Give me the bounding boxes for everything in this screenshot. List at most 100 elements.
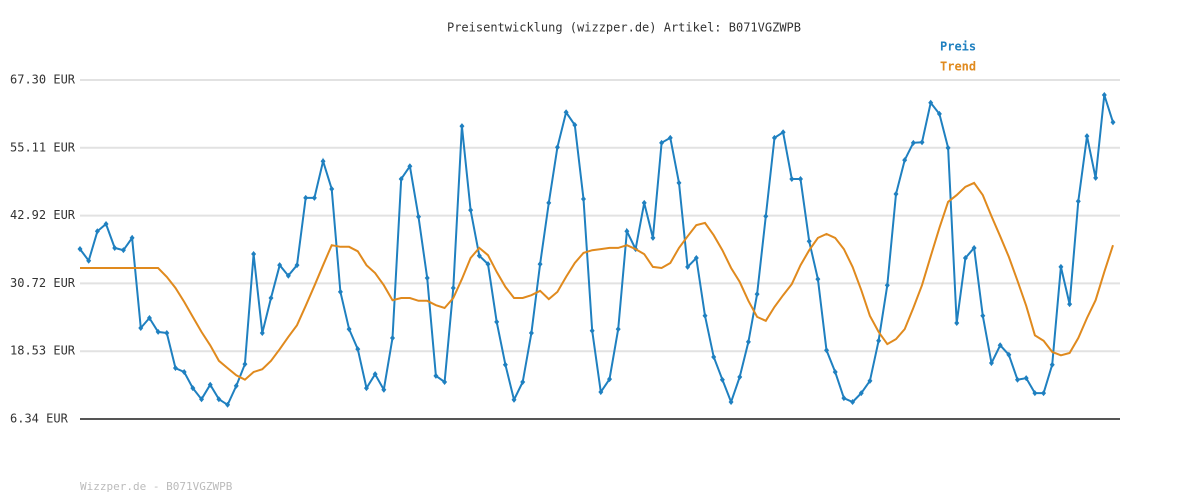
point [745,338,751,345]
point [233,382,239,389]
point [146,315,152,322]
point [1101,92,1107,99]
point [251,251,257,258]
point [476,252,482,259]
point [806,238,812,245]
point [884,282,890,289]
point [858,390,864,397]
point [754,291,760,298]
point [971,244,977,251]
point [259,330,265,337]
point [563,109,569,116]
point [372,371,378,378]
point [780,129,786,136]
series-line [79,94,1114,407]
point [1067,301,1073,308]
point [442,378,448,385]
chart-title: Preisentwicklung (wizzper.de) Artikel: B… [447,21,801,35]
y-tick-label: 30.72 EUR [10,276,76,290]
point [1015,376,1021,383]
point [433,372,439,379]
point [659,139,665,146]
point [112,244,118,251]
footer: Wizzper.de - B071VGZWPB [80,480,233,493]
point [459,123,465,130]
point [355,346,361,353]
point [285,272,291,279]
point [954,320,960,327]
point [711,353,717,360]
point [363,385,369,392]
point [120,247,126,254]
point [641,199,647,206]
point [86,257,92,264]
point [945,144,951,151]
point [138,325,144,332]
point [346,326,352,333]
point [832,368,838,375]
point [1006,351,1012,358]
point [502,361,508,368]
point [1110,119,1116,126]
point [902,157,908,164]
point [181,368,187,375]
point [225,401,231,408]
y-tick-label: 55.11 EUR [10,140,76,154]
point [824,347,830,354]
point [450,284,456,291]
point [910,139,916,146]
point [207,381,213,388]
point [919,139,925,146]
point [572,122,578,129]
point [1075,198,1081,205]
point [77,246,83,253]
point [893,191,899,198]
point [485,261,491,268]
point [1093,174,1099,181]
point [337,288,343,295]
point [589,327,595,334]
point [398,175,404,182]
point [129,234,135,241]
point [390,335,396,342]
point [841,395,847,402]
point [624,228,630,235]
point [702,312,708,319]
y-tick-label: 6.34 EUR [10,412,69,426]
point [928,99,934,106]
point [277,262,283,269]
point [728,398,734,405]
point [997,342,1003,349]
point [1032,390,1038,397]
point [676,179,682,186]
point [650,234,656,241]
point [667,134,673,141]
point [737,373,743,380]
point [693,254,699,261]
point [719,376,725,383]
y-tick-label: 67.30 EUR [10,73,76,87]
point [876,337,882,344]
point [155,328,161,335]
point [268,294,274,301]
point [494,318,500,325]
point [1023,375,1029,382]
point [1049,361,1055,368]
point [520,378,526,385]
point [407,163,413,170]
point [685,263,691,270]
point [580,196,586,203]
series-line [80,181,1114,381]
point [546,199,552,206]
point [164,330,170,337]
point [303,194,309,201]
point [190,385,196,392]
point [763,213,769,220]
point [936,110,942,117]
point [216,396,222,403]
point [172,365,178,372]
point [797,175,803,182]
point [416,213,422,220]
point [850,398,856,405]
